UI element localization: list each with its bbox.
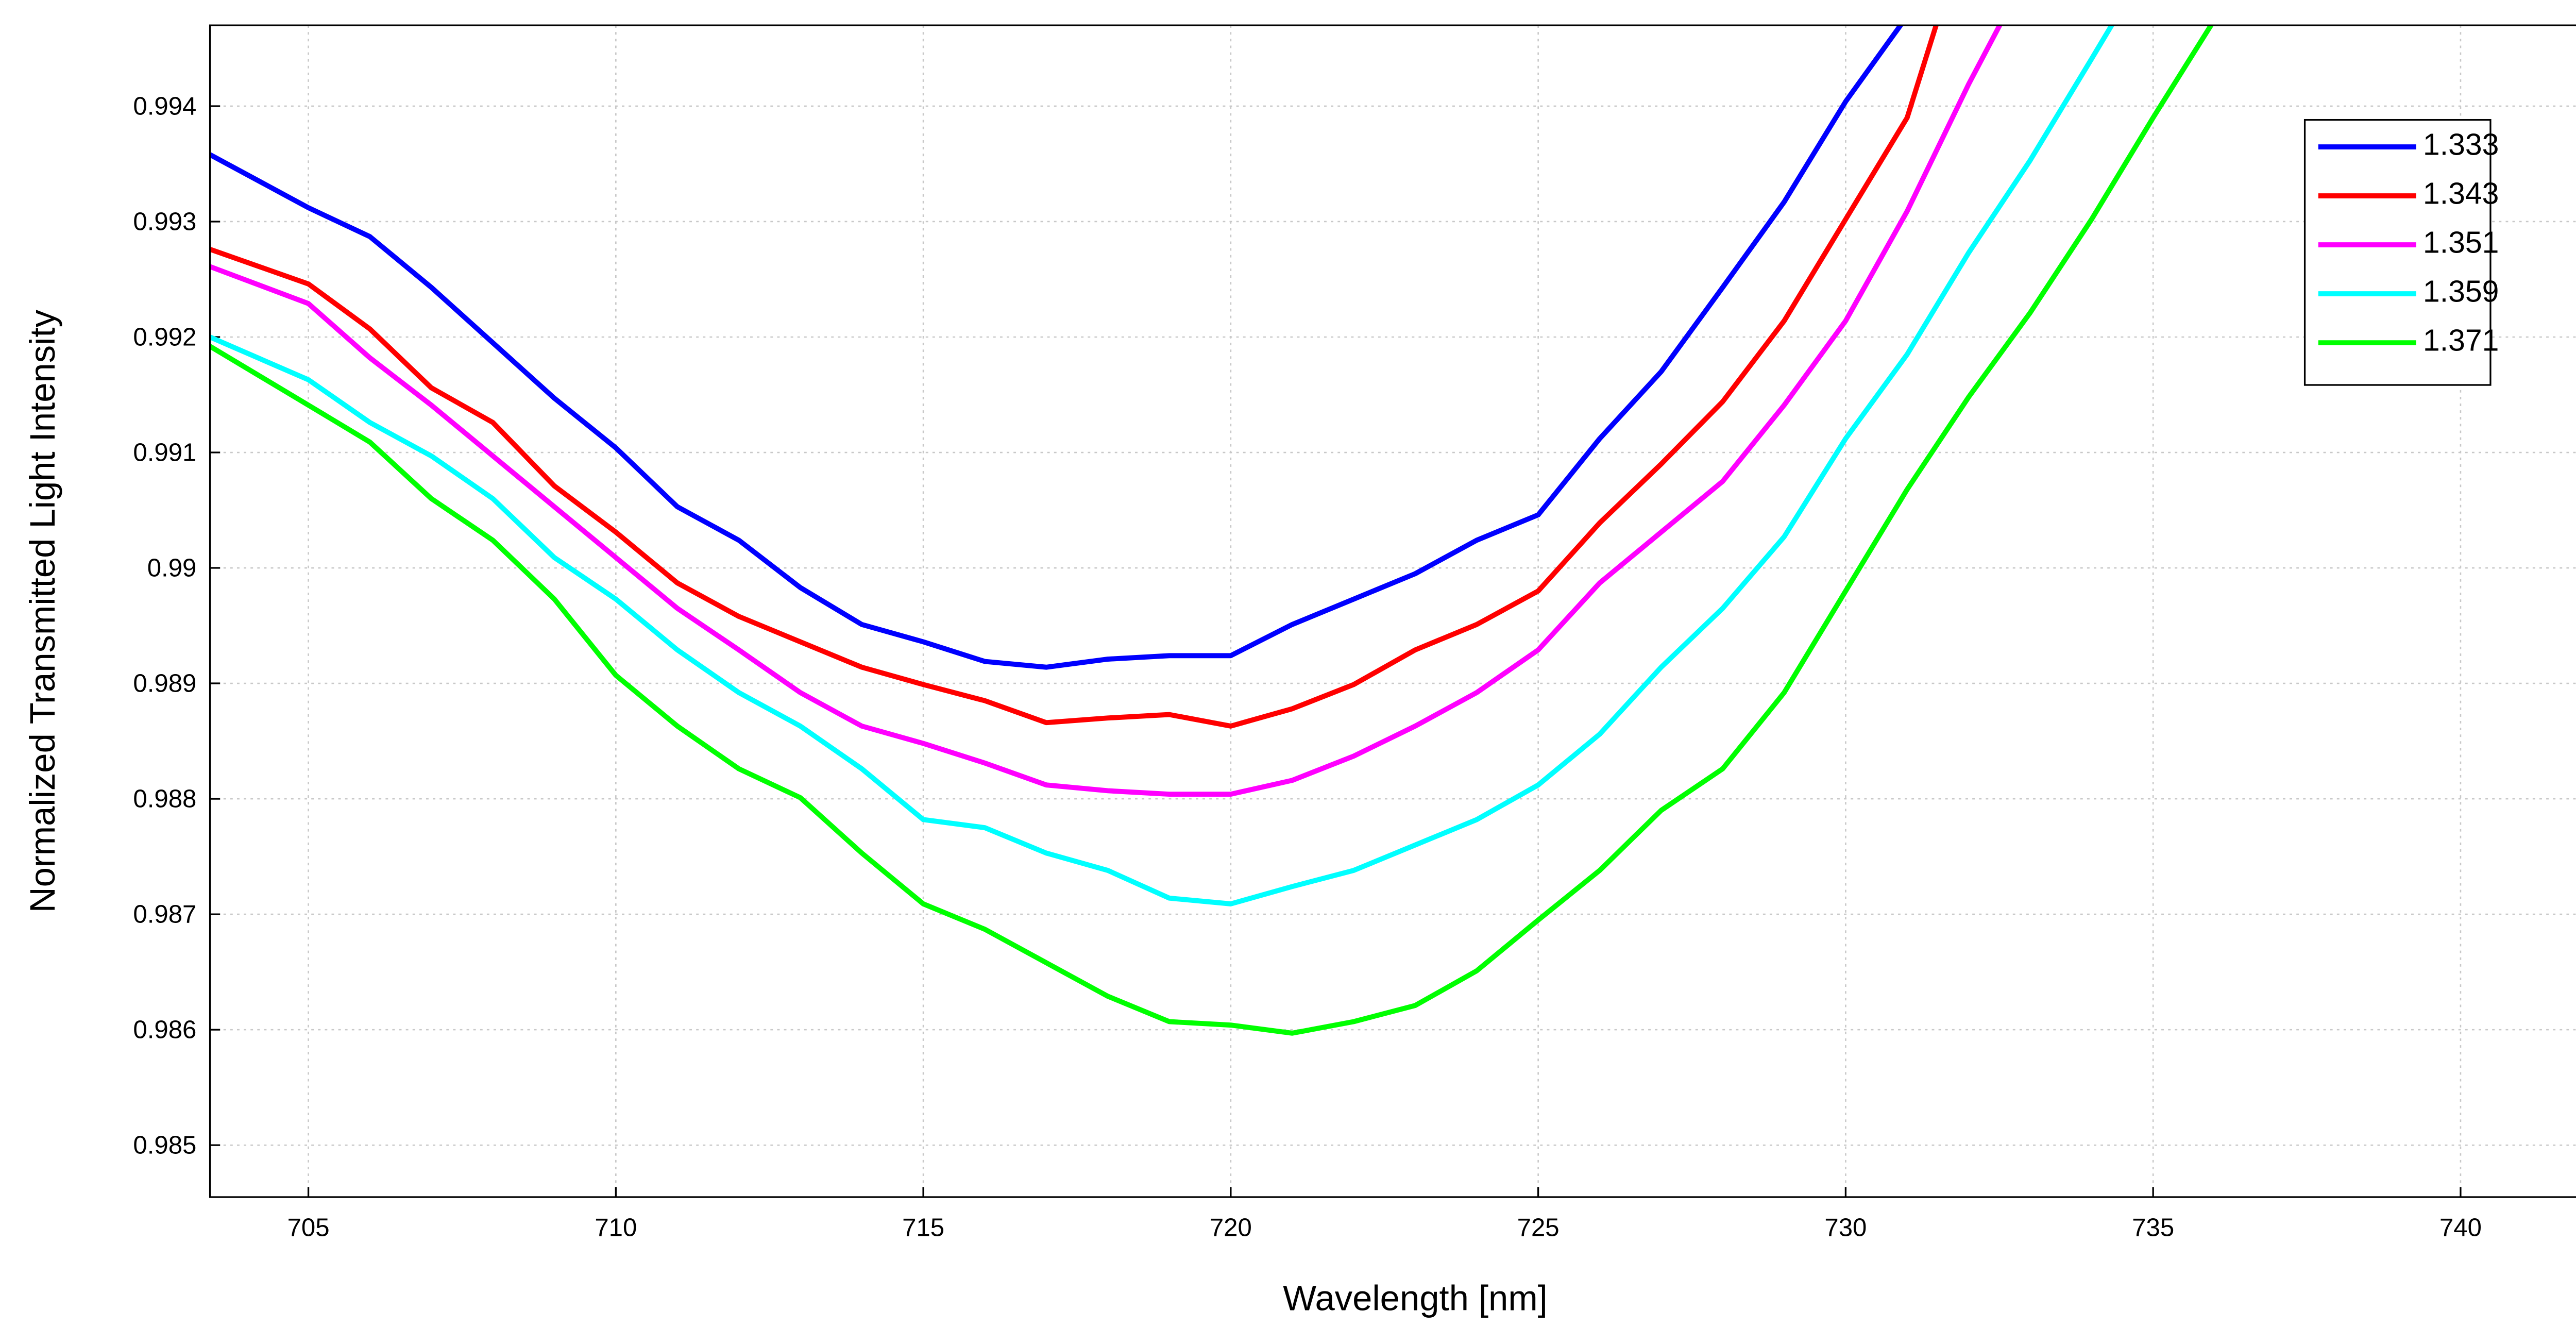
x-tick-label: 710 xyxy=(595,1214,637,1241)
y-tick-label: 0.994 xyxy=(133,92,196,120)
legend-label: 1.333 xyxy=(2423,128,2499,162)
x-tick-label: 705 xyxy=(287,1214,330,1241)
y-tick-label: 0.988 xyxy=(133,785,196,813)
y-tick-label: 0.987 xyxy=(133,900,196,928)
y-tick-label: 0.985 xyxy=(133,1132,196,1160)
y-tick-label: 0.992 xyxy=(133,323,196,351)
x-tick-label: 715 xyxy=(902,1214,944,1241)
x-axis-label: Wavelength [nm] xyxy=(1283,1278,1548,1318)
y-axis-label: Normalized Transmitted Light Intensity xyxy=(23,309,62,913)
x-tick-label: 720 xyxy=(1210,1214,1252,1241)
x-tick-label: 740 xyxy=(2439,1214,2482,1241)
series-line xyxy=(210,25,2214,1036)
x-tick-label: 730 xyxy=(1824,1214,1867,1241)
legend-label: 1.343 xyxy=(2423,177,2499,211)
y-tick-label: 0.99 xyxy=(147,554,197,582)
plot-frame xyxy=(209,24,2576,1198)
legend-label: 1.371 xyxy=(2423,324,2499,358)
series-line xyxy=(210,25,2003,797)
legend-label: 1.359 xyxy=(2423,275,2499,309)
plot-area xyxy=(210,25,2576,1197)
x-tick-label: 735 xyxy=(2132,1214,2174,1241)
y-tick-label: 0.993 xyxy=(133,208,196,236)
x-tick-label: 725 xyxy=(1517,1214,1560,1241)
series-line xyxy=(210,25,1904,670)
series-line xyxy=(210,25,2115,906)
legend-label: 1.351 xyxy=(2423,226,2499,260)
series-line xyxy=(210,25,1939,729)
y-tick-label: 0.991 xyxy=(133,439,196,466)
y-tick-label: 0.989 xyxy=(133,669,196,697)
y-tick-label: 0.986 xyxy=(133,1016,196,1044)
